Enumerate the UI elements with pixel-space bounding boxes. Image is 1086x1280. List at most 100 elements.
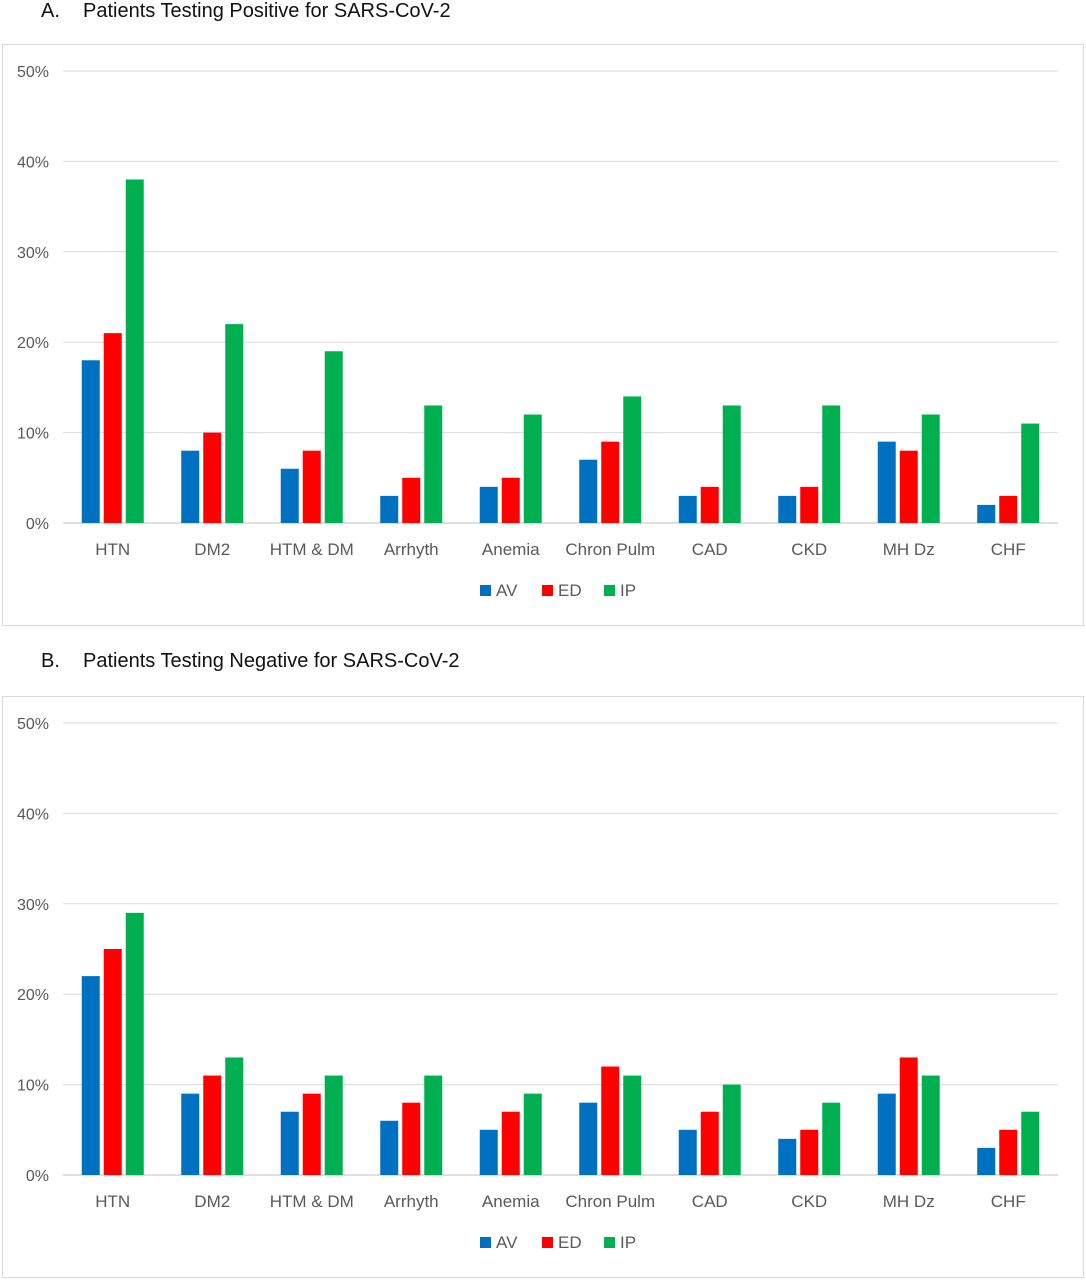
- chart-b-bar-av: [380, 1120, 399, 1175]
- chart-a-bar-av: [280, 468, 299, 523]
- chart-b-frame: 0% 10% 20% 30% 40% 50% HTN DM2 HTM & DM Arrhyth An…: [2, 696, 1084, 1278]
- chart-a-category-label: Arrhyth: [384, 540, 439, 559]
- chart-b-bar-av: [181, 1093, 200, 1175]
- chart-b-category-label: CHF: [991, 1192, 1026, 1211]
- chart-a-bar-ed: [700, 486, 719, 523]
- chart-b-bar-ed: [800, 1129, 819, 1175]
- chart-a-category-label: HTN: [95, 540, 130, 559]
- chart-a-bar-ed: [800, 486, 819, 523]
- chart-a-legend-swatch-ip: [604, 585, 615, 596]
- chart-b-bar-ed: [601, 1066, 620, 1175]
- chart-a-bar-ed: [402, 477, 421, 523]
- chart-b-bar-av: [579, 1102, 598, 1175]
- chart-a-legend-swatch-av: [480, 585, 491, 596]
- chart-b-bar-av: [81, 976, 100, 1175]
- chart-b-bar-ed: [501, 1111, 520, 1175]
- chart-b-y-tick-label: 20%: [17, 987, 49, 1004]
- chart-b-bar-av: [479, 1129, 498, 1175]
- chart-a-bar-ip: [523, 414, 542, 523]
- panel-a-letter: A.: [41, 0, 60, 22]
- chart-a-bar-av: [579, 459, 598, 523]
- chart-b-category-label: MH Dz: [883, 1192, 935, 1211]
- chart-b-y-tick-label: 0%: [26, 1168, 49, 1185]
- chart-a-category-label: HTM & DM: [270, 540, 354, 559]
- chart-b-category-label: HTN: [95, 1192, 130, 1211]
- chart-b-category-label: HTM & DM: [270, 1192, 354, 1211]
- chart-a-bar-ip: [722, 405, 741, 523]
- chart-b-legend-label-ed: ED: [558, 1233, 582, 1252]
- chart-b-bar-ed: [999, 1129, 1018, 1175]
- chart-b-bar-ip: [921, 1075, 940, 1175]
- chart-a-bar-ed: [302, 450, 321, 523]
- panel-b-letter: B.: [41, 650, 60, 672]
- chart-a-bar-ed: [103, 333, 122, 523]
- chart-a-legend-swatch-ed: [542, 585, 553, 596]
- chart-b-bar-ed: [402, 1102, 421, 1175]
- chart-a-bar-ip: [424, 405, 443, 523]
- chart-a-frame: 0% 10% 20% 30% 40% 50% HTN DM2 HTM & DM Arrhyth An…: [2, 44, 1084, 626]
- chart-a-bar-ip: [225, 324, 244, 523]
- chart-b-bar-av: [877, 1093, 896, 1175]
- chart-a-bar-ed: [501, 477, 520, 523]
- chart-a-y-tick-label: 50%: [17, 64, 49, 81]
- chart-a-bar-ip: [324, 351, 343, 523]
- chart-a-legend-label-ed: ED: [558, 581, 582, 600]
- chart-b-bar-ip: [1021, 1111, 1040, 1175]
- chart-a-bar-ip: [623, 396, 642, 523]
- chart-a-bar-ip: [1021, 423, 1040, 523]
- chart-a-category-label: CHF: [991, 540, 1026, 559]
- chart-b-bar-ip: [623, 1075, 642, 1175]
- chart-a-bar-av: [977, 504, 996, 523]
- panel-b-title-text: Patients Testing Negative for SARS-CoV-2: [83, 650, 460, 672]
- chart-a-y-tick-label: 30%: [17, 245, 49, 262]
- chart-b-legend-swatch-av: [480, 1237, 491, 1248]
- chart-a-bar-av: [81, 360, 100, 523]
- chart-b-category-label: DM2: [194, 1192, 230, 1211]
- panel-a-title: A. Patients Testing Positive for SARS-CoV…: [41, 0, 451, 23]
- panel-b-title: B. Patients Testing Negative for SARS-CoV…: [41, 650, 459, 673]
- chart-b-category-label: CKD: [791, 1192, 827, 1211]
- chart-a-bar-ip: [921, 414, 940, 523]
- chart-b-bar-av: [280, 1111, 299, 1175]
- chart-b-bar-ed: [302, 1093, 321, 1175]
- chart-a-y-tick-label: 10%: [17, 426, 49, 443]
- chart-b-bar-ed: [203, 1075, 222, 1175]
- chart-a-bar-ip: [125, 179, 144, 524]
- chart-a-category-label: CAD: [692, 540, 728, 559]
- chart-b-y-tick-label: 50%: [17, 716, 49, 733]
- chart-a-bar-ed: [999, 495, 1018, 523]
- chart-b-y-tick-label: 40%: [17, 806, 49, 823]
- chart-b-legend-label-ip: IP: [620, 1233, 636, 1252]
- chart-a-legend-label-ip: IP: [620, 581, 636, 600]
- chart-a-bar-av: [181, 450, 200, 523]
- chart-b-y-tick-label: 30%: [17, 897, 49, 914]
- chart-a-bar-ip: [822, 405, 841, 523]
- chart-a-bar-ed: [203, 432, 222, 523]
- chart-b-bar-ip: [822, 1102, 841, 1175]
- chart-b-bar-av: [977, 1147, 996, 1175]
- chart-b-bar-ip: [225, 1057, 244, 1175]
- chart-a-category-label: MH Dz: [883, 540, 935, 559]
- chart-a-bar-av: [479, 486, 498, 523]
- chart-a-category-label: Chron Pulm: [565, 540, 655, 559]
- chart-a-bar-av: [877, 441, 896, 523]
- chart-b-bar-ip: [125, 912, 144, 1175]
- chart-a-bar-ed: [899, 450, 918, 523]
- chart-a-svg: 0% 10% 20% 30% 40% 50% HTN DM2 HTM & DM Arrhyth An…: [17, 64, 1058, 600]
- chart-b-legend-label-av: AV: [496, 1233, 518, 1252]
- chart-b-bar-av: [678, 1129, 697, 1175]
- chart-a-bar-av: [380, 495, 399, 523]
- panel-a-title-text: Patients Testing Positive for SARS-CoV-2: [83, 0, 451, 22]
- chart-b-bar-ip: [424, 1075, 443, 1175]
- chart-b-bar-ed: [103, 949, 122, 1175]
- chart-b-bar-ip: [722, 1084, 741, 1175]
- chart-b-bar-ed: [700, 1111, 719, 1175]
- chart-a-category-label: DM2: [194, 540, 230, 559]
- chart-b-category-label: Anemia: [482, 1192, 540, 1211]
- chart-b-y-tick-label: 10%: [17, 1078, 49, 1095]
- chart-a-bar-ed: [601, 441, 620, 523]
- chart-a-bar-av: [778, 495, 797, 523]
- chart-a-y-tick-label: 0%: [26, 516, 49, 533]
- chart-b-category-label: Chron Pulm: [565, 1192, 655, 1211]
- chart-b-bar-ip: [324, 1075, 343, 1175]
